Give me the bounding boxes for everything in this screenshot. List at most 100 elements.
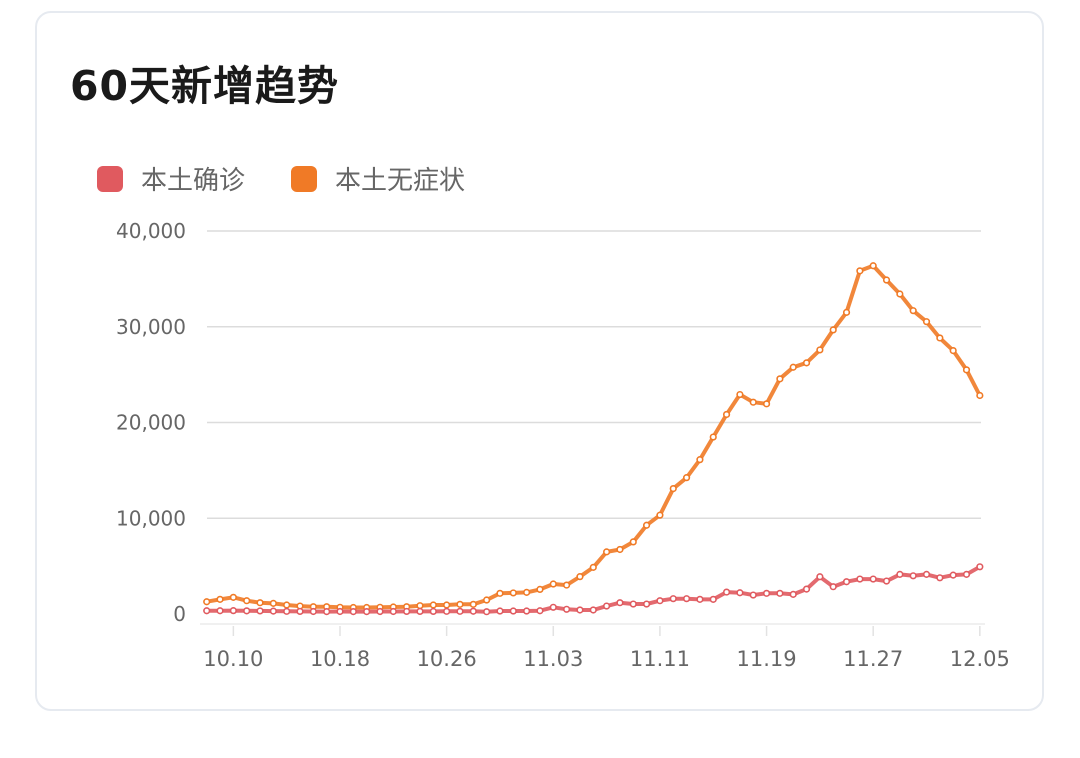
data-point[interactable] bbox=[909, 572, 917, 580]
data-point[interactable] bbox=[456, 600, 464, 608]
data-point[interactable] bbox=[896, 290, 904, 298]
data-point[interactable] bbox=[296, 607, 304, 616]
data-point[interactable] bbox=[642, 600, 651, 608]
data-point[interactable] bbox=[576, 606, 584, 614]
data-point[interactable] bbox=[909, 307, 917, 315]
data-point[interactable] bbox=[882, 276, 891, 284]
data-point[interactable] bbox=[602, 548, 611, 556]
data-point[interactable] bbox=[629, 538, 637, 546]
data-point[interactable] bbox=[496, 589, 504, 597]
data-point[interactable] bbox=[229, 593, 237, 601]
data-point[interactable] bbox=[602, 602, 611, 610]
data-point[interactable] bbox=[616, 599, 624, 607]
data-point[interactable] bbox=[722, 588, 731, 596]
data-point[interactable] bbox=[882, 577, 891, 585]
data-point[interactable] bbox=[416, 607, 424, 616]
data-point[interactable] bbox=[229, 607, 237, 615]
data-point[interactable] bbox=[336, 607, 344, 616]
data-point[interactable] bbox=[509, 607, 517, 615]
data-point[interactable] bbox=[642, 521, 651, 529]
data-point[interactable] bbox=[829, 583, 837, 591]
data-point[interactable] bbox=[376, 607, 384, 616]
data-point[interactable] bbox=[762, 400, 771, 408]
data-point[interactable] bbox=[856, 267, 864, 275]
data-point[interactable] bbox=[802, 585, 811, 593]
data-point[interactable] bbox=[256, 599, 264, 607]
data-point[interactable] bbox=[696, 595, 704, 603]
data-point[interactable] bbox=[949, 346, 957, 355]
data-point[interactable] bbox=[243, 597, 251, 605]
data-point[interactable] bbox=[576, 573, 584, 581]
data-point[interactable] bbox=[922, 570, 931, 578]
data-point[interactable] bbox=[309, 607, 317, 616]
data-point[interactable] bbox=[483, 596, 491, 604]
data-point[interactable] bbox=[443, 607, 451, 615]
data-point[interactable] bbox=[536, 585, 544, 593]
data-point[interactable] bbox=[762, 589, 771, 597]
data-point[interactable] bbox=[496, 607, 504, 615]
data-point[interactable] bbox=[443, 601, 451, 609]
data-point[interactable] bbox=[696, 456, 704, 464]
data-point[interactable] bbox=[949, 571, 957, 579]
data-point[interactable] bbox=[363, 608, 371, 616]
data-point[interactable] bbox=[976, 563, 984, 571]
data-point[interactable] bbox=[323, 608, 331, 616]
data-point[interactable] bbox=[962, 366, 971, 374]
data-point[interactable] bbox=[789, 363, 797, 371]
data-point[interactable] bbox=[829, 326, 837, 334]
data-point[interactable] bbox=[616, 545, 624, 554]
data-point[interactable] bbox=[936, 574, 944, 582]
data-point[interactable] bbox=[816, 346, 824, 354]
data-point[interactable] bbox=[483, 608, 491, 616]
data-point[interactable] bbox=[536, 607, 544, 615]
data-point[interactable] bbox=[656, 511, 664, 519]
data-point[interactable] bbox=[869, 575, 877, 583]
data-point[interactable] bbox=[776, 589, 784, 597]
data-point[interactable] bbox=[749, 591, 757, 599]
data-point[interactable] bbox=[269, 607, 277, 615]
data-point[interactable] bbox=[256, 607, 264, 615]
data-point[interactable] bbox=[523, 607, 531, 615]
data-point[interactable] bbox=[216, 595, 224, 603]
data-point[interactable] bbox=[682, 595, 691, 603]
data-point[interactable] bbox=[203, 607, 211, 615]
data-point[interactable] bbox=[456, 607, 464, 615]
data-point[interactable] bbox=[243, 607, 251, 615]
data-point[interactable] bbox=[802, 359, 811, 367]
data-point[interactable] bbox=[469, 600, 477, 608]
data-point[interactable] bbox=[283, 601, 291, 609]
data-point[interactable] bbox=[549, 603, 557, 611]
data-point[interactable] bbox=[629, 600, 637, 608]
data-point[interactable] bbox=[789, 590, 797, 598]
data-point[interactable] bbox=[589, 606, 597, 614]
data-point[interactable] bbox=[922, 318, 931, 326]
data-point[interactable] bbox=[589, 563, 597, 571]
data-point[interactable] bbox=[283, 607, 291, 615]
data-point[interactable] bbox=[936, 334, 944, 342]
data-point[interactable] bbox=[389, 607, 397, 616]
data-point[interactable] bbox=[549, 580, 557, 588]
data-point[interactable] bbox=[269, 599, 277, 607]
data-point[interactable] bbox=[523, 588, 531, 596]
data-point[interactable] bbox=[669, 484, 677, 493]
data-point[interactable] bbox=[349, 608, 357, 616]
data-point[interactable] bbox=[682, 474, 691, 482]
data-point[interactable] bbox=[709, 433, 717, 441]
data-point[interactable] bbox=[736, 589, 744, 597]
data-point[interactable] bbox=[896, 570, 904, 578]
legend-item-confirmed[interactable]: 本土确诊 bbox=[97, 160, 245, 197]
legend-item-asymptomatic[interactable]: 本土无症状 bbox=[291, 160, 465, 197]
data-point[interactable] bbox=[709, 595, 717, 603]
data-point[interactable] bbox=[563, 605, 571, 613]
data-point[interactable] bbox=[509, 589, 517, 597]
data-point[interactable] bbox=[469, 607, 477, 615]
data-point[interactable] bbox=[869, 262, 877, 270]
data-point[interactable] bbox=[429, 601, 437, 609]
data-point[interactable] bbox=[403, 607, 411, 616]
data-point[interactable] bbox=[842, 308, 851, 316]
data-point[interactable] bbox=[776, 375, 784, 383]
data-point[interactable] bbox=[749, 398, 757, 406]
data-point[interactable] bbox=[856, 575, 864, 583]
data-point[interactable] bbox=[656, 597, 664, 605]
data-point[interactable] bbox=[816, 573, 824, 581]
